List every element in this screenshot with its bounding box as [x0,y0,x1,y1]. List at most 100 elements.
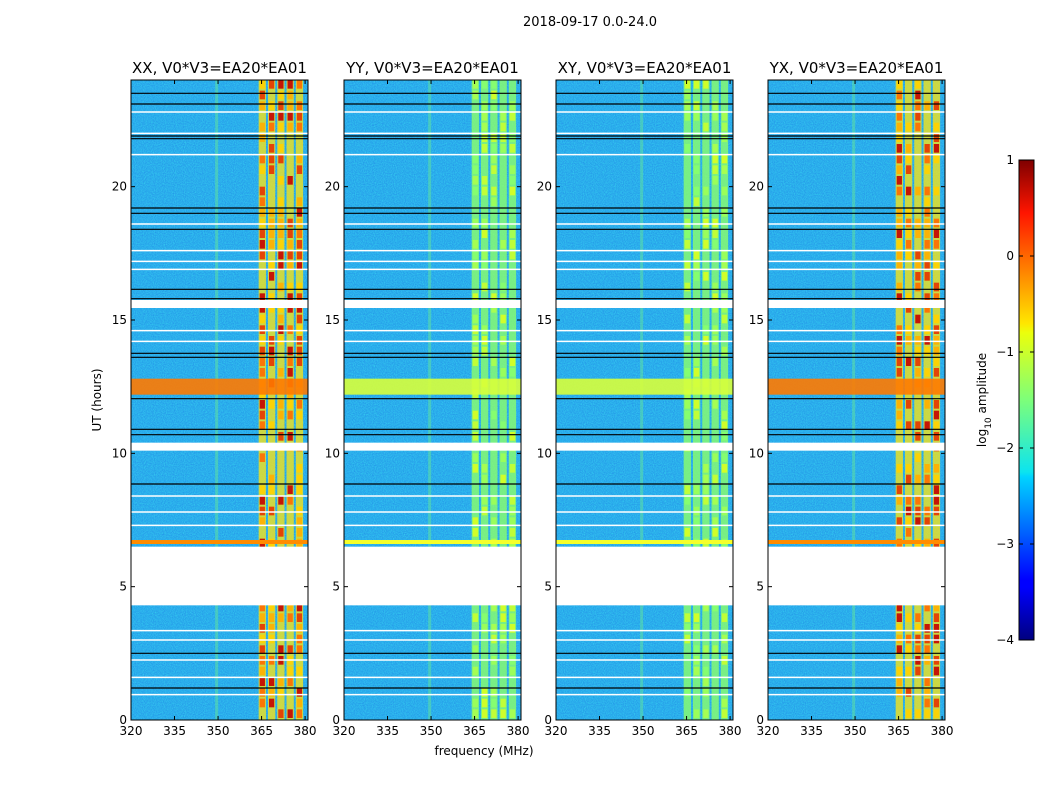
band-patch [259,336,265,345]
band-patch [933,314,940,324]
band-patch [287,293,293,302]
band-patch [712,304,718,313]
band-patch [278,197,284,206]
band-patch [509,464,516,473]
band-patch [933,336,940,345]
y-axis-label: UT (hours) [90,368,104,431]
band-patch [924,464,930,473]
band-patch [278,208,284,217]
band-patch [278,154,284,164]
band-patch [296,666,303,676]
band-patch [712,474,718,484]
band-patch [703,186,709,196]
band-patch [684,496,690,505]
band-patch [287,645,293,654]
panel-0: XX, V0*V3=EA20*EA01 320 335 350 365 380 0 5 10 15… [112,59,317,738]
band-patch [472,240,478,249]
band-patch [268,602,275,612]
band-patch [924,154,930,164]
band-patch [905,496,912,505]
band-patch [268,261,275,270]
band-patch [491,144,497,153]
band-patch [924,368,930,377]
band-patch [500,282,506,292]
band-patch [896,261,902,270]
band-patch [933,346,940,356]
band-patch [259,400,265,409]
band-patch [896,165,902,174]
band-patch [268,208,275,217]
band-patch [500,336,506,345]
band-patch [915,122,921,132]
band-patch [703,645,709,654]
band-patch [933,506,940,516]
band-patch [509,613,516,622]
band-patch [933,282,940,292]
band-patch [896,368,902,377]
band-patch [481,336,488,345]
band-patch [268,688,275,697]
band-patch [268,229,275,238]
band-patch [491,154,497,164]
band-patch [268,613,275,622]
band-patch [933,666,940,676]
y-tick-label: 20 [112,180,127,194]
panel-title: YY, V0*V3=EA20*EA01 [345,59,519,77]
band-patch [703,218,709,228]
band-patch [924,624,930,633]
band-patch [500,122,506,132]
edge-band [556,540,733,544]
band-patch [491,602,497,612]
band-patch [268,506,275,516]
band-patch [278,528,284,537]
band-patch [491,101,497,110]
band-patch [259,218,265,228]
band-patch [287,485,293,494]
band-patch [481,613,488,622]
band-patch [915,496,921,505]
band-patch [296,208,303,217]
band-patch [287,613,293,622]
band-patch [278,112,284,121]
x-tick-label: 365 [675,724,698,738]
band-patch [259,421,265,430]
band-patch [296,282,303,292]
band-patch [472,346,478,356]
band-patch [721,186,728,196]
band-patch [915,218,921,228]
band-patch [933,240,940,249]
band-patch [287,176,293,185]
band-patch [509,506,516,516]
band-patch [296,197,303,206]
band-patch [287,229,293,238]
band-patch [684,410,690,420]
x-tick-label: 320 [120,724,143,738]
data-gap [768,546,945,606]
colorbar-gradient [1018,159,1035,641]
x-tick-label: 350 [420,724,443,738]
band-patch [915,112,921,121]
band-patch [472,165,478,174]
band-patch [915,250,921,260]
band-patch [278,496,284,505]
band-patch [259,133,265,142]
figure-suptitle: 2018-09-17 0.0-24.0 [523,15,657,30]
band-patch [915,314,921,324]
band-patch [721,432,728,441]
band-patch [712,176,718,185]
band-patch [259,208,265,217]
band-patch [491,517,497,526]
band-patch [296,645,303,654]
band-patch [933,602,940,612]
band-patch [924,240,930,249]
panel-frame [343,79,522,721]
band-patch [296,400,303,409]
band-patch [500,421,506,430]
band-patch [712,517,718,526]
band-patch [693,645,700,654]
band-patch [896,688,902,697]
band-patch [491,165,497,174]
band-patch [268,101,275,110]
colorbar-label-suffix: amplitude [975,353,989,417]
band-patch [509,602,516,612]
